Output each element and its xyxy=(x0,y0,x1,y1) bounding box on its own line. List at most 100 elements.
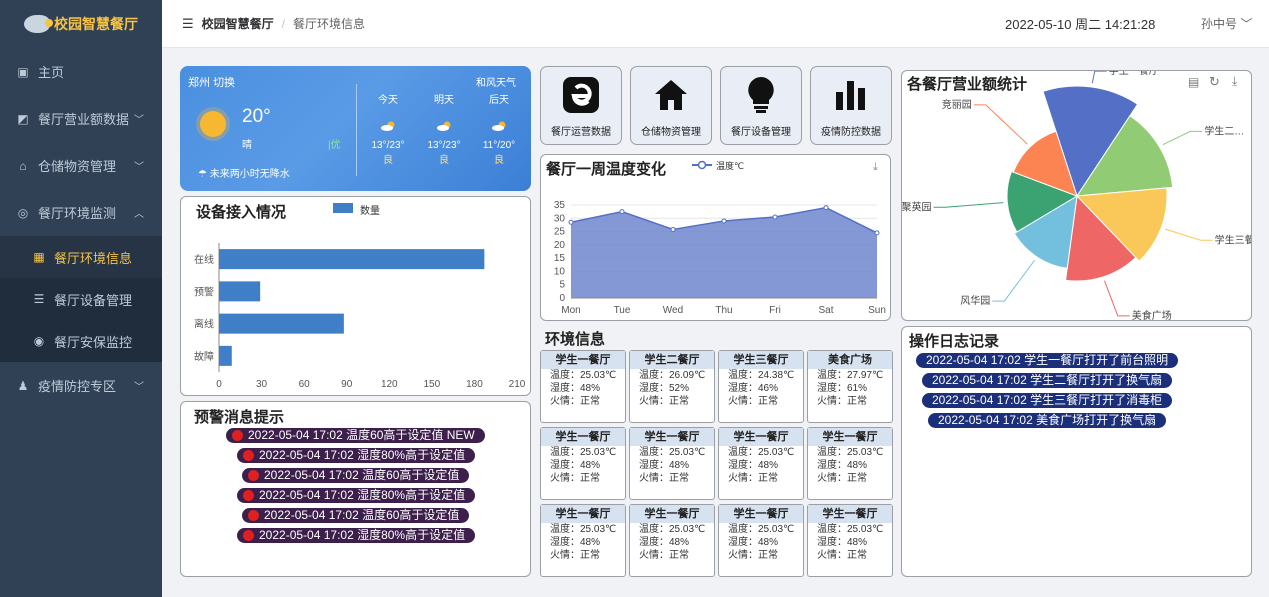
log-item[interactable]: 2022-05-04 17:02 学生三餐厅打开了消毒柜 xyxy=(922,393,1173,408)
sidebar-item-label: 餐厅环境信息 xyxy=(54,250,133,266)
nav-storage-button[interactable]: 仓储物资管理 xyxy=(630,66,712,145)
rose-slice[interactable] xyxy=(1006,170,1079,233)
home-icon xyxy=(652,76,690,114)
rose-slice[interactable] xyxy=(1076,115,1174,197)
env-card[interactable]: 学生一餐厅 温度：25.03℃ 湿度：48% 火情：正常 xyxy=(807,504,893,577)
device-bar[interactable] xyxy=(219,281,261,302)
device-x-tick: 150 xyxy=(424,379,441,390)
temp-point[interactable] xyxy=(874,230,880,236)
rose-label: 聚英园 xyxy=(902,200,932,213)
warning-item[interactable]: 2022-05-04 17:02 湿度80%高于设定值 xyxy=(237,488,476,503)
env-card-name: 学生一餐厅 xyxy=(808,428,892,446)
rose-slice[interactable] xyxy=(1075,187,1168,262)
sidebar-item-env-info[interactable]: ▦ 餐厅环境信息 xyxy=(0,236,162,278)
rose-label-line xyxy=(973,104,1028,145)
env-card[interactable]: 学生一餐厅 温度：25.03℃ 湿度：48% 火情：正常 xyxy=(540,504,626,577)
warning-item[interactable]: 2022-05-04 17:02 温度60高于设定值 xyxy=(242,508,470,523)
env-card[interactable]: 学生一餐厅 温度：25.03℃ 湿度：48% 火情：正常 xyxy=(629,504,715,577)
env-card-name: 美食广场 xyxy=(808,351,892,369)
device-x-tick: 120 xyxy=(381,379,398,390)
sidebar-item-revenue[interactable]: ◩ 餐厅营业额数据 ﹀ xyxy=(0,95,162,142)
env-humidity: 湿度：48% xyxy=(728,460,779,471)
warning-item[interactable]: 2022-05-04 17:02 温度60高于设定值 xyxy=(242,468,470,483)
nav-label: 疫情防控数据 xyxy=(821,127,881,138)
forecast-quality: 良 xyxy=(494,155,504,166)
env-fire: 火情：正常 xyxy=(728,396,778,407)
nav-device-button[interactable]: 餐厅设备管理 xyxy=(720,66,802,145)
warning-title: 预警消息提示 xyxy=(194,409,285,426)
rose-label-line xyxy=(933,202,1004,208)
weather-source[interactable]: 和风天气 xyxy=(476,78,516,89)
download-icon[interactable]: ⤓ xyxy=(873,161,878,173)
env-fire: 火情：正常 xyxy=(550,473,600,484)
device-bar[interactable] xyxy=(219,313,344,334)
device-bar[interactable] xyxy=(219,249,485,270)
brand[interactable]: 校园智慧餐厅 xyxy=(0,0,162,48)
log-item[interactable]: 2022-05-04 17:02 学生一餐厅打开了前台照明 xyxy=(916,353,1179,368)
env-card[interactable]: 学生一餐厅 温度：25.03℃ 湿度：48% 火情：正常 xyxy=(540,350,626,423)
temp-x-tick: Sat xyxy=(818,305,833,316)
rose-slice[interactable] xyxy=(1013,195,1078,269)
sidebar-item-home[interactable]: ▣ 主页 xyxy=(0,48,162,95)
env-fire: 火情：正常 xyxy=(550,550,600,561)
device-bar[interactable] xyxy=(219,345,232,366)
temperature-legend-marker[interactable] xyxy=(692,160,712,170)
env-card-name: 学生一餐厅 xyxy=(719,505,803,523)
env-card-name: 学生一餐厅 xyxy=(808,505,892,523)
env-temp: 温度：26.09℃ xyxy=(639,370,706,381)
warning-item[interactable]: 2022-05-04 17:02 湿度80%高于设定值 xyxy=(237,448,476,463)
user-menu[interactable]: 孙中号 ﹀ xyxy=(1201,15,1252,32)
temp-point[interactable] xyxy=(568,219,574,225)
env-humidity: 湿度：48% xyxy=(728,537,779,548)
rose-slice[interactable] xyxy=(1042,85,1139,198)
env-card[interactable]: 学生一餐厅 温度：25.03℃ 湿度：48% 火情：正常 xyxy=(718,504,804,577)
env-card[interactable]: 学生一餐厅 温度：25.03℃ 湿度：48% 火情：正常 xyxy=(629,427,715,500)
temp-point[interactable] xyxy=(721,218,727,224)
air-quality-value: 优 xyxy=(330,140,341,151)
log-item[interactable]: 2022-05-04 17:02 学生二餐厅打开了换气扇 xyxy=(922,373,1173,388)
sidebar-item-device[interactable]: ☰ 餐厅设备管理 xyxy=(0,278,162,320)
alert-dot-icon xyxy=(243,530,254,541)
env-card[interactable]: 美食广场 温度：27.97℃ 湿度：61% 火情：正常 xyxy=(807,350,893,423)
breadcrumb-root[interactable]: 校园智慧餐厅 xyxy=(201,17,274,31)
env-card[interactable]: 学生一餐厅 温度：25.03℃ 湿度：48% 火情：正常 xyxy=(540,427,626,500)
env-card[interactable]: 学生一餐厅 温度：25.03℃ 湿度：48% 火情：正常 xyxy=(718,427,804,500)
device-title: 设备接入情况 xyxy=(196,204,287,221)
device-category-label: 离线 xyxy=(194,318,214,331)
temp-y-tick: 15 xyxy=(554,253,566,264)
env-card[interactable]: 学生二餐厅 温度：26.09℃ 湿度：52% 火情：正常 xyxy=(629,350,715,423)
forecast-range: 13°/23° xyxy=(371,140,405,151)
env-fire: 火情：正常 xyxy=(639,396,689,407)
partly-cloudy-icon xyxy=(492,121,506,131)
env-temp: 温度：24.38℃ xyxy=(728,370,795,381)
env-card[interactable]: 学生一餐厅 温度：25.03℃ 湿度：48% 火情：正常 xyxy=(807,427,893,500)
menu-toggle-icon[interactable]: ☰ xyxy=(182,15,194,31)
device-legend-swatch[interactable] xyxy=(333,203,353,213)
log-item[interactable]: 2022-05-04 17:02 美食广场打开了换气扇 xyxy=(928,413,1167,428)
city-switch-link[interactable]: 切换 xyxy=(213,77,236,89)
sidebar-item-env-monitor[interactable]: ◎ 餐厅环境监测 ︿ xyxy=(0,189,162,236)
rose-slice[interactable] xyxy=(1012,130,1078,197)
nav-operations-button[interactable]: 餐厅运营数据 xyxy=(540,66,622,145)
rose-slice[interactable] xyxy=(1065,194,1137,282)
warning-text: 2022-05-04 17:02 湿度80%高于设定值 xyxy=(259,448,466,462)
refresh-icon[interactable]: ↻ xyxy=(1209,74,1220,89)
sidebar-item-security[interactable]: ◉ 餐厅安保监控 xyxy=(0,320,162,362)
temp-point[interactable] xyxy=(772,214,778,220)
sidebar-item-label: 主页 xyxy=(38,65,65,80)
warning-item[interactable]: 2022-05-04 17:02 湿度80%高于设定值 xyxy=(237,528,476,543)
temp-point[interactable] xyxy=(619,209,625,215)
rose-label: 竞丽园 xyxy=(942,98,972,111)
temp-point[interactable] xyxy=(823,205,829,211)
env-humidity: 湿度：52% xyxy=(639,383,690,394)
data-view-icon[interactable]: ▤ xyxy=(1188,75,1200,89)
sidebar-item-epidemic[interactable]: ♟ 疫情防控专区 ﹀ xyxy=(0,362,162,409)
temp-x-tick: Fri xyxy=(769,305,781,316)
temp-point[interactable] xyxy=(670,226,676,232)
warning-item[interactable]: 2022-05-04 17:02 温度60高于设定值 NEW xyxy=(226,428,485,443)
sidebar-item-storage[interactable]: ⌂ 仓储物资管理 ﹀ xyxy=(0,142,162,189)
download-icon[interactable]: ⤓ xyxy=(1232,74,1238,88)
env-card[interactable]: 学生三餐厅 温度：24.38℃ 湿度：46% 火情：正常 xyxy=(718,350,804,423)
nav-epidemic-button[interactable]: 疫情防控数据 xyxy=(810,66,892,145)
